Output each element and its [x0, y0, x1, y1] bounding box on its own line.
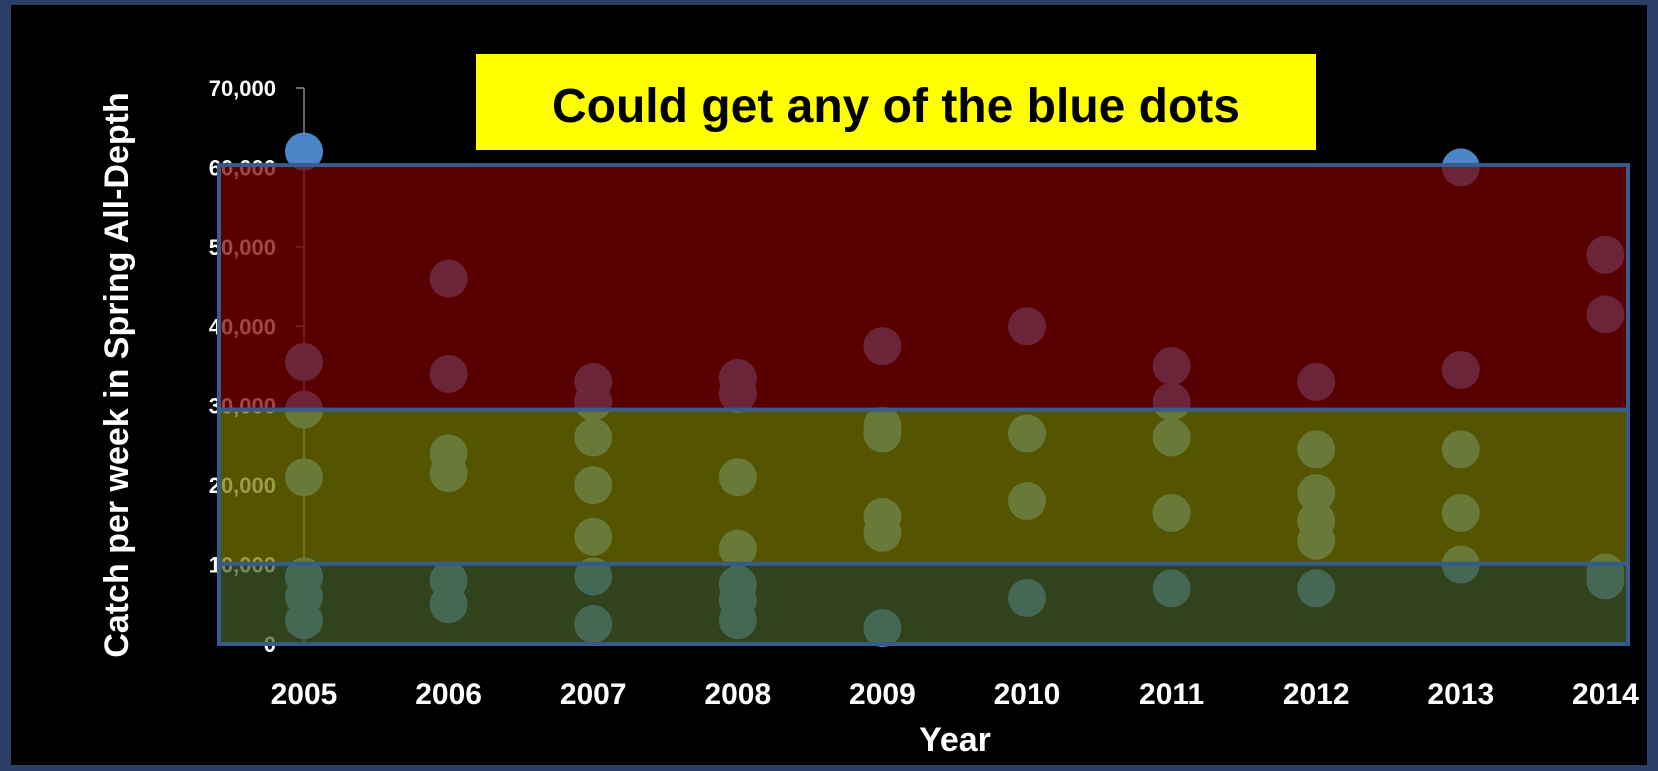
callout-box: Could get any of the blue dots — [476, 54, 1316, 150]
x-tick-label: 2005 — [271, 678, 338, 711]
x-tick-label: 2012 — [1283, 678, 1350, 711]
x-tick-label: 2011 — [1139, 678, 1204, 711]
band-red — [217, 163, 1630, 412]
x-tick-label: 2013 — [1427, 678, 1494, 711]
x-tick-label: 2010 — [994, 678, 1061, 711]
x-tick-label: 2009 — [849, 678, 916, 711]
y-tick-label: 70,000 — [209, 76, 276, 101]
x-tick-label: 2006 — [415, 678, 482, 711]
callout-background — [476, 54, 1316, 150]
band-green — [217, 561, 1630, 647]
data-point — [285, 132, 323, 171]
plot-area: 010,00020,00030,00040,00050,00060,00070,… — [98, 76, 1639, 759]
x-tick-label: 2008 — [704, 678, 771, 711]
callout-text: Could get any of the blue dots — [552, 80, 1240, 133]
x-tick-label: 2007 — [560, 678, 627, 711]
x-axis-title: Year — [919, 721, 991, 759]
y-axis-title: Catch per week in Spring All-Depth — [98, 92, 136, 657]
band-yellow — [217, 407, 1630, 566]
x-tick-label: 2014 — [1572, 678, 1639, 711]
